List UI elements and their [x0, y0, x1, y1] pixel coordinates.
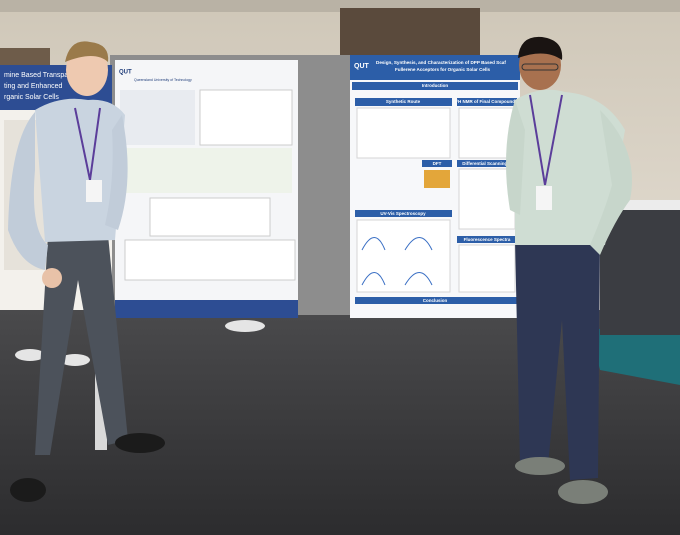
poster-title: Fullerene Acceptors for Organic Solar Ce…	[395, 67, 490, 72]
poster-title: Design, Synthesis, and Characterization …	[376, 60, 506, 65]
poster-footer	[115, 300, 298, 318]
section-header	[422, 160, 452, 167]
arm	[506, 100, 525, 215]
section-header	[457, 98, 517, 106]
section-header	[355, 210, 452, 217]
spectrum-curve	[361, 237, 433, 286]
trousers	[515, 240, 600, 480]
poster-figure	[124, 239, 296, 281]
arm	[8, 112, 48, 270]
poster-figure	[356, 219, 451, 293]
background-shoes	[15, 349, 45, 361]
poster-figure	[458, 107, 516, 159]
section-title: Introduction	[422, 83, 448, 88]
poster-institution: Queensland University of Technology	[134, 78, 192, 82]
poster-title: ting and Enhanced	[4, 83, 62, 90]
jeans	[35, 235, 128, 455]
hair	[65, 41, 109, 62]
poster-figure	[458, 168, 516, 230]
poster-logo: QUT	[119, 70, 132, 76]
section-title: Synthetic Route	[386, 99, 421, 104]
lanyard	[529, 94, 563, 186]
hand	[42, 268, 62, 288]
shoe	[115, 433, 165, 453]
section-title: Fluorescence Spectra	[464, 237, 511, 242]
doorway	[340, 8, 480, 56]
sneaker	[558, 480, 608, 504]
background-shoes	[225, 320, 265, 332]
badge	[536, 186, 552, 210]
hair	[518, 36, 563, 60]
section-title: ¹H NMR of Final Compounds	[457, 99, 518, 104]
section-header	[355, 98, 452, 106]
poster-figure	[424, 170, 450, 188]
shirt	[35, 98, 125, 242]
sneaker	[515, 457, 565, 475]
poster-title: rganic Solar Cells	[4, 94, 59, 101]
section-header	[457, 236, 517, 243]
arm	[105, 115, 128, 230]
wall-panel	[0, 48, 50, 68]
background-shoes	[60, 354, 90, 366]
table-top	[600, 200, 680, 210]
section-title: UV-Vis Spectroscopy	[380, 211, 426, 216]
arm	[590, 110, 632, 255]
section-header	[355, 297, 517, 304]
poster-logo: QUT	[354, 63, 370, 70]
poster-header	[350, 55, 520, 80]
section-title: Differential Scanning C	[462, 161, 512, 166]
section-title: DFT	[433, 161, 442, 166]
badge	[86, 180, 102, 202]
ceiling	[0, 0, 680, 12]
poster-figure	[120, 148, 292, 193]
poster-figure	[356, 107, 451, 159]
glasses	[521, 63, 559, 71]
section-header	[457, 160, 517, 167]
teal-carpet	[590, 320, 680, 385]
poster-figure	[149, 197, 271, 237]
poster-figure	[199, 89, 293, 146]
section-header	[352, 82, 518, 90]
poster-figure	[458, 244, 516, 293]
shoe	[10, 478, 46, 502]
poster-title: mine Based Transparent	[4, 72, 80, 79]
poster-text-block	[120, 90, 195, 145]
section-title: Conclusion	[423, 298, 448, 303]
